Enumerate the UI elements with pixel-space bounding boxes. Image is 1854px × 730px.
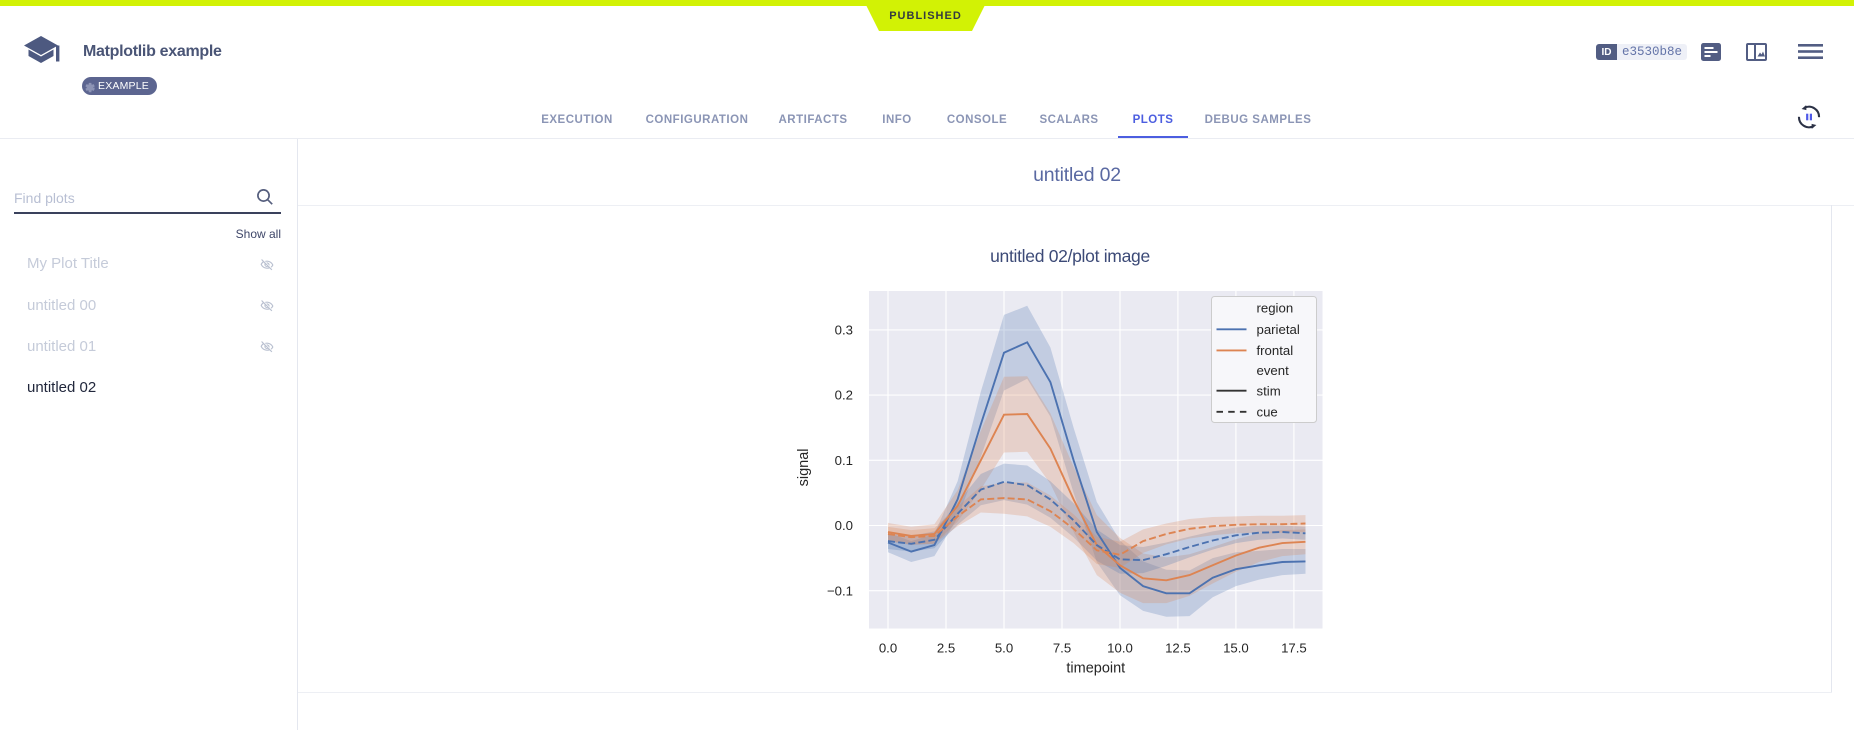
svg-text:cue: cue — [1257, 404, 1278, 419]
svg-text:0.3: 0.3 — [835, 323, 853, 338]
svg-text:0.2: 0.2 — [835, 388, 853, 403]
svg-text:timepoint: timepoint — [1066, 661, 1125, 677]
svg-text:stim: stim — [1257, 383, 1281, 398]
svg-text:12.5: 12.5 — [1165, 641, 1191, 656]
svg-text:7.5: 7.5 — [1053, 641, 1071, 656]
svg-text:parietal: parietal — [1257, 322, 1300, 337]
svg-text:17.5: 17.5 — [1281, 641, 1307, 656]
svg-text:region: region — [1257, 301, 1294, 316]
svg-text:−0.1: −0.1 — [827, 583, 853, 598]
svg-text:10.0: 10.0 — [1107, 641, 1133, 656]
svg-text:event: event — [1257, 363, 1290, 378]
svg-text:0.0: 0.0 — [835, 518, 853, 533]
svg-text:0.1: 0.1 — [835, 453, 853, 468]
svg-text:frontal: frontal — [1257, 343, 1294, 358]
svg-text:5.0: 5.0 — [995, 641, 1013, 656]
svg-text:2.5: 2.5 — [937, 641, 955, 656]
svg-text:15.0: 15.0 — [1223, 641, 1249, 656]
svg-text:signal: signal — [796, 448, 812, 486]
svg-text:0.0: 0.0 — [879, 641, 897, 656]
